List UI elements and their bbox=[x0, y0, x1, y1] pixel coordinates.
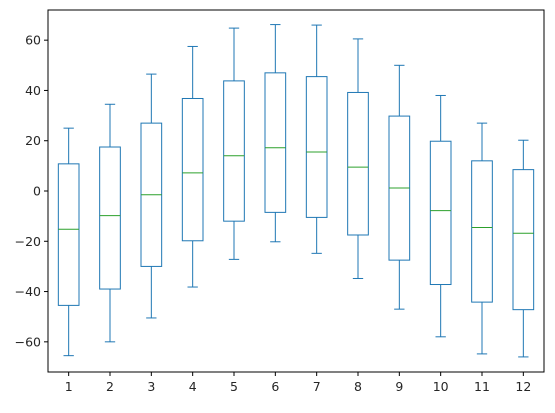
box-1 bbox=[57, 127, 80, 357]
x-tick-label: 12 bbox=[515, 379, 531, 394]
x-tick-label: 8 bbox=[354, 379, 362, 394]
box-5 bbox=[223, 27, 245, 260]
box-8 bbox=[347, 38, 369, 279]
box-iqr bbox=[264, 72, 287, 213]
x-tick-label: 5 bbox=[230, 379, 238, 394]
box-iqr bbox=[347, 91, 369, 236]
box-iqr bbox=[223, 80, 245, 222]
y-tick-label: 40 bbox=[25, 83, 41, 98]
y-tick-label: −60 bbox=[15, 334, 41, 349]
box-iqr bbox=[57, 163, 80, 306]
x-tick-label: 2 bbox=[106, 379, 114, 394]
box-iqr bbox=[305, 76, 328, 218]
box-series bbox=[57, 24, 535, 358]
box-3 bbox=[140, 73, 163, 319]
box-6 bbox=[264, 24, 287, 243]
x-tick-label: 11 bbox=[474, 379, 490, 394]
y-tick-label: 20 bbox=[25, 133, 41, 148]
plot-area bbox=[48, 10, 544, 372]
x-tick-label: 6 bbox=[271, 379, 279, 394]
x-tick-label: 1 bbox=[65, 379, 73, 394]
plot-frame bbox=[47, 9, 545, 373]
box-iqr bbox=[512, 169, 535, 311]
x-axis: 1 2 3 4 5 6 7 8 9 10 11 12 bbox=[65, 372, 531, 394]
box-iqr bbox=[429, 140, 452, 286]
box-4 bbox=[181, 45, 204, 288]
y-axis: −60 −40 −20 0 20 40 60 bbox=[15, 33, 48, 349]
x-tick-label: 3 bbox=[147, 379, 155, 394]
y-tick-label: −20 bbox=[15, 234, 41, 249]
box-7 bbox=[305, 24, 328, 254]
box-iqr bbox=[181, 97, 204, 242]
box-9 bbox=[388, 64, 411, 310]
box-11 bbox=[471, 122, 493, 355]
y-tick-label: 60 bbox=[25, 33, 41, 48]
box-10 bbox=[429, 94, 452, 338]
x-tick-label: 7 bbox=[313, 379, 321, 394]
box-12 bbox=[512, 139, 535, 358]
x-tick-label: 4 bbox=[189, 379, 197, 394]
y-tick-label: −40 bbox=[15, 284, 41, 299]
y-tick-label: 0 bbox=[33, 184, 41, 199]
x-tick-label: 9 bbox=[395, 379, 403, 394]
box-iqr bbox=[99, 146, 121, 290]
box-2 bbox=[99, 103, 121, 343]
box-iqr bbox=[471, 160, 493, 303]
x-tick-label: 10 bbox=[433, 379, 449, 394]
